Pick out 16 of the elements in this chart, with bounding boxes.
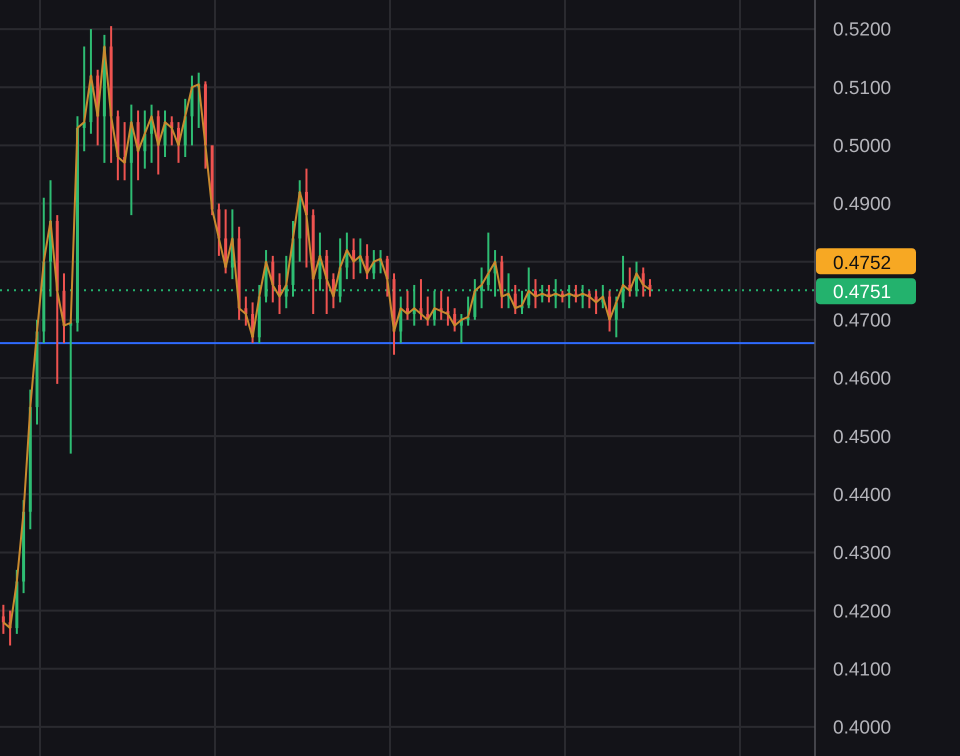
y-tick-label: 0.4700 <box>833 310 892 332</box>
y-tick-label: 0.4400 <box>833 484 892 506</box>
y-tick-label: 0.4200 <box>833 601 892 622</box>
line-series <box>2 46 651 630</box>
ref-line-label: 0.4751 <box>833 282 892 303</box>
y-tick-label: 0.4500 <box>833 426 892 448</box>
text: 0.4752 <box>833 252 892 274</box>
y-tick-label: 0.5100 <box>833 78 892 99</box>
y-tick-label: 0.5200 <box>833 20 892 41</box>
y-tick-label: 0.4000 <box>833 718 892 739</box>
y-tick-label: 0.4100 <box>833 659 892 680</box>
y-tick-label: 0.4300 <box>833 543 892 564</box>
y-tick-label: 0.4900 <box>833 194 892 216</box>
y-tick-label: 0.4600 <box>833 368 892 390</box>
candlestick <box>2 604 5 635</box>
y-tick-label: 0.5000 <box>833 136 892 158</box>
